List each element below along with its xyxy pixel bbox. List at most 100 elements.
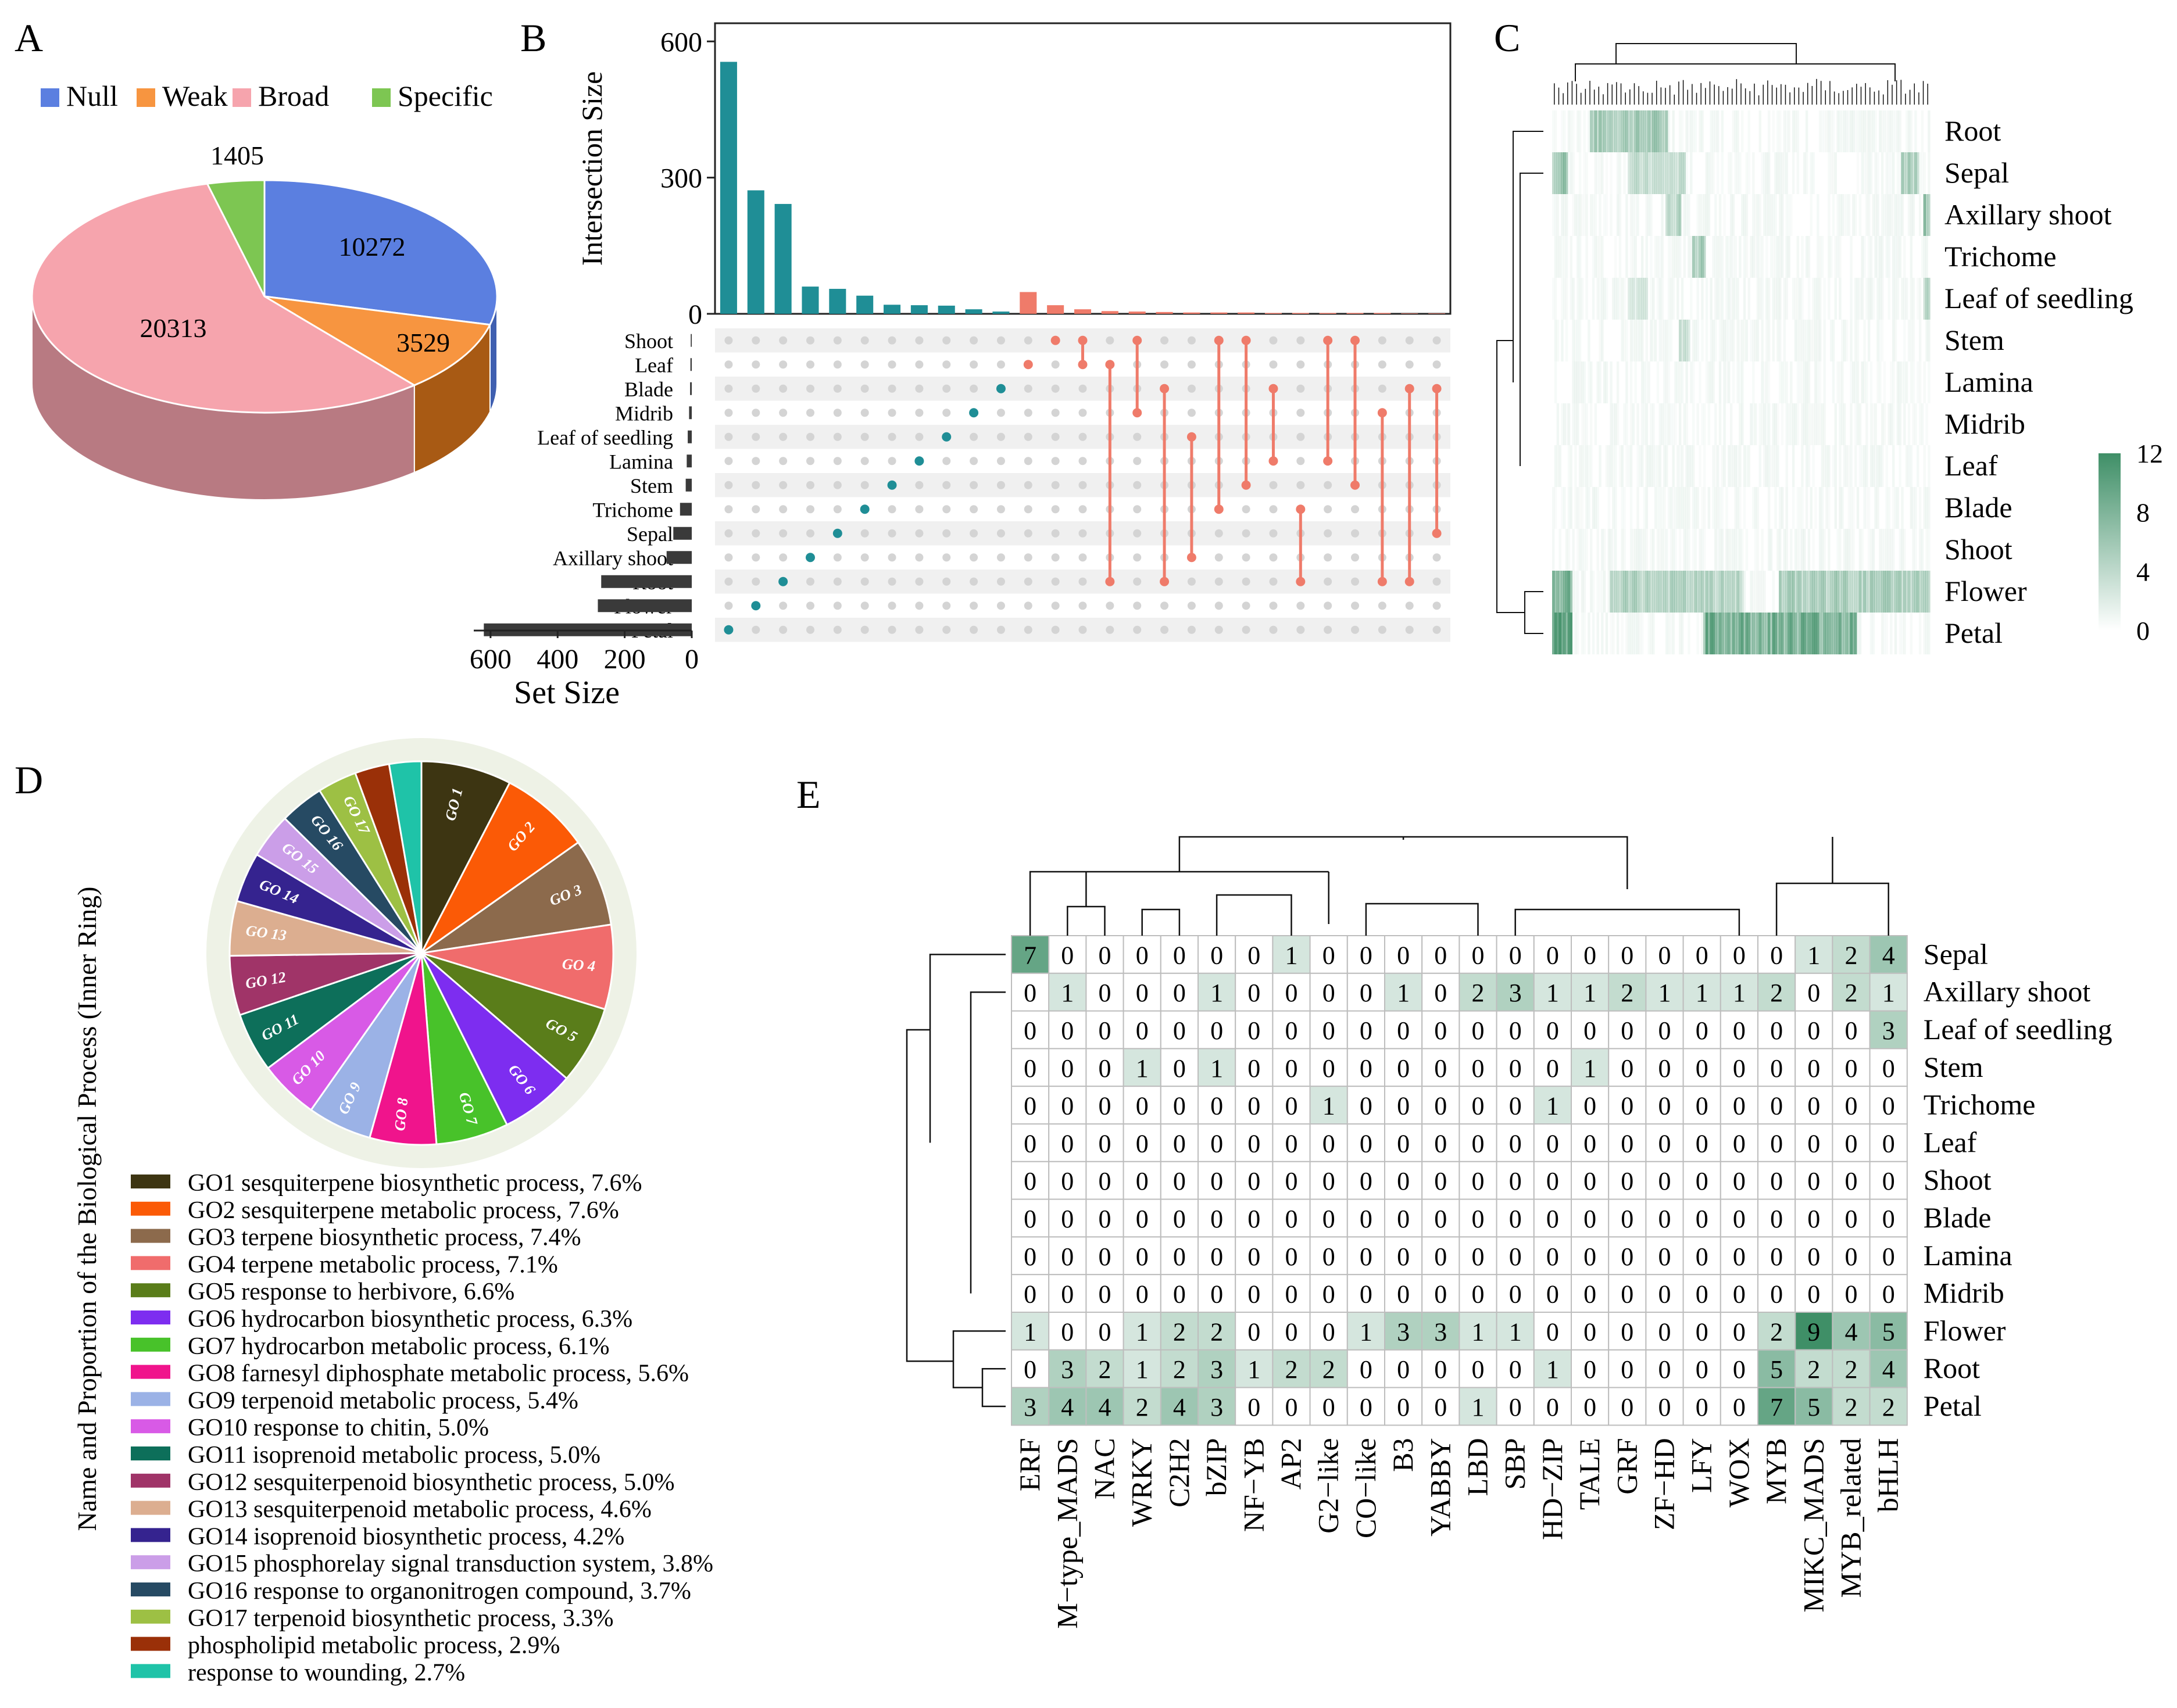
heatmap-cell — [1577, 403, 1579, 445]
heatmap-row-label: Sepal — [1944, 156, 2009, 189]
heatmap-cell — [1601, 613, 1604, 654]
heatmap-cell — [1647, 194, 1650, 236]
heatmap-cell — [1685, 320, 1688, 361]
heatmap-cell — [1674, 361, 1677, 403]
heatmap-cell — [1854, 403, 1857, 445]
tf-cell-bg — [1459, 1161, 1497, 1200]
heatmap-cell — [1596, 529, 1599, 571]
tf-cell-value: 0 — [1397, 1167, 1410, 1195]
heatmap-cell — [1656, 571, 1660, 613]
matrix-dot-active — [1023, 360, 1033, 370]
heatmap-cell — [1556, 236, 1560, 278]
matrix-dot-inactive — [1133, 505, 1142, 514]
heatmap-cell — [1790, 361, 1793, 403]
heatmap-cell — [1821, 487, 1824, 529]
heatmap-cell — [1754, 236, 1757, 278]
heatmap-cell — [1701, 487, 1703, 529]
matrix-dot-active — [914, 456, 924, 466]
heatmap-cell — [1647, 110, 1650, 152]
heatmap-cell — [1707, 152, 1711, 194]
heatmap-cell — [1646, 361, 1648, 403]
matrix-dot-inactive — [888, 409, 896, 417]
tf-cell-value: 1 — [1472, 1393, 1485, 1421]
heatmap-cell — [1817, 613, 1819, 654]
matrix-dot-inactive — [1324, 505, 1332, 514]
heatmap-cell — [1718, 236, 1722, 278]
tf-cell-value: 1 — [1583, 979, 1596, 1007]
matrix-dot-inactive — [724, 360, 733, 369]
matrix-dot-inactive — [888, 529, 896, 538]
heatmap-cell — [1667, 487, 1671, 529]
tf-cell-value: 0 — [1285, 1317, 1298, 1346]
tf-cell-bg — [1496, 1161, 1535, 1200]
heatmap-cell — [1859, 445, 1861, 487]
heatmap-cell — [1678, 403, 1682, 445]
heatmap-cell — [1867, 278, 1871, 320]
heatmap-cell — [1785, 194, 1788, 236]
heatmap-cell — [1863, 320, 1866, 361]
matrix-dot-inactive — [806, 505, 814, 514]
heatmap-cell — [1561, 278, 1563, 320]
heatmap-cell — [1563, 236, 1566, 278]
tf-cell-value: 0 — [1099, 1167, 1111, 1195]
tf-cell-value: 0 — [1658, 1167, 1671, 1195]
tf-cell-value: 1 — [1807, 941, 1820, 969]
matrix-dot-inactive — [779, 553, 788, 562]
tf-cell-bg — [1533, 1349, 1572, 1388]
heatmap-cell — [1588, 445, 1590, 487]
heatmap-cell — [1578, 236, 1582, 278]
heatmap-cell — [1736, 110, 1739, 152]
heatmap-cell — [1561, 110, 1563, 152]
heatmap-cell — [1861, 236, 1864, 278]
heatmap-cell — [1829, 613, 1833, 654]
heatmap-cell — [1850, 110, 1853, 152]
matrix-dot-inactive — [806, 529, 814, 538]
heatmap-cell — [1670, 487, 1673, 529]
heatmap-cell — [1747, 278, 1750, 320]
heatmap-cell — [1896, 487, 1900, 529]
heatmap-cell — [1834, 487, 1838, 529]
tf-dendro-left — [906, 954, 1006, 1408]
heatmap-cell — [1794, 110, 1797, 152]
heatmap-cell — [1714, 571, 1717, 613]
heatmap-cell — [1614, 278, 1617, 320]
matrix-dot-inactive — [1324, 553, 1332, 562]
matrix-dot-inactive — [1133, 529, 1142, 538]
heatmap-cell — [1572, 529, 1575, 571]
tf-cell-bg — [1011, 1048, 1050, 1087]
heatmap-cell — [1817, 361, 1819, 403]
tf-cell-value: 0 — [1807, 1242, 1820, 1271]
tf-cell-bg — [1682, 1349, 1721, 1388]
heatmap-cell — [1799, 361, 1801, 403]
heatmap-cell — [1665, 445, 1668, 487]
tf-cell-value: 0 — [1696, 1016, 1708, 1045]
tf-cell-bg — [1832, 1123, 1871, 1162]
tf-cell-value: 2 — [1173, 1355, 1186, 1384]
heatmap-cell — [1652, 403, 1655, 445]
tf-cell-value: 2 — [1845, 1393, 1858, 1421]
heatmap-cell — [1881, 110, 1884, 152]
heatmap-cell — [1561, 320, 1564, 361]
go-legend-label: GO16 response to organonitrogen compound… — [188, 1578, 691, 1605]
heatmap-cell — [1917, 445, 1919, 487]
matrix-dot-inactive — [1214, 553, 1223, 562]
matrix-dot-inactive — [1024, 481, 1032, 489]
tf-cell-bg — [1272, 1387, 1311, 1426]
legend-swatch-null — [41, 88, 59, 107]
matrix-dot-active — [1432, 384, 1442, 393]
tf-cell-bg — [1459, 1048, 1497, 1087]
tf-cell-value: 0 — [1099, 1092, 1111, 1120]
tf-cell-value: 0 — [1024, 1167, 1036, 1195]
heatmap-cell — [1843, 571, 1846, 613]
heatmap-cell — [1812, 152, 1815, 194]
heatmap-cell — [1845, 445, 1849, 487]
heatmap-cell — [1783, 361, 1786, 403]
tf-cell-value: 1 — [1285, 941, 1298, 969]
matrix-dot-active — [1186, 432, 1196, 442]
heatmap-cell — [1670, 320, 1673, 361]
tf-cell-bg — [1384, 1236, 1423, 1276]
heatmap-cell — [1801, 320, 1804, 361]
tf-cell — [1534, 1087, 1571, 1123]
tf-cell-bg — [1197, 1349, 1236, 1388]
tf-cell-value: 0 — [1360, 1280, 1372, 1309]
